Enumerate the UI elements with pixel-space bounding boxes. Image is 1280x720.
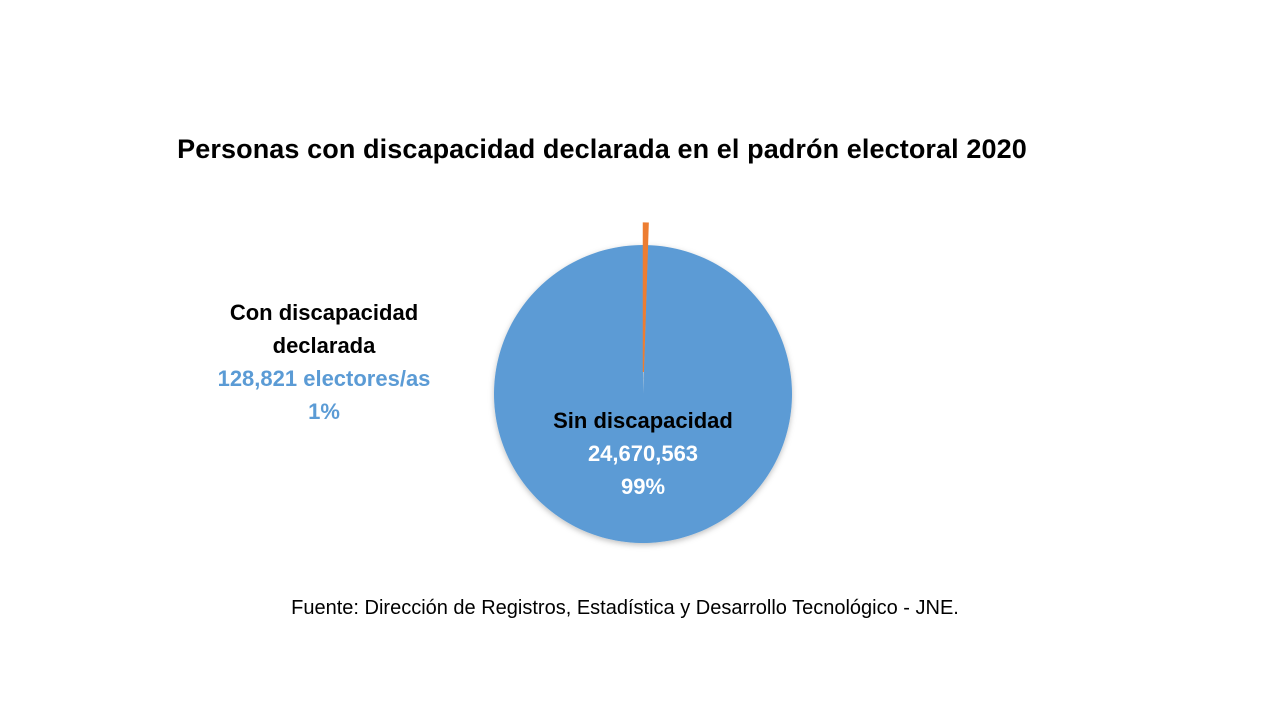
slice-percent-sin-discapacidad: 99%: [620, 474, 666, 499]
slice-name-sin-discapacidad: Sin discapacidad: [553, 408, 733, 433]
pie-slice-sin-discapacidad: [493, 245, 792, 543]
chart-title: Personas con discapacidad declarada en e…: [177, 134, 1027, 164]
source-note: Fuente: Dirección de Registros, Estadíst…: [291, 597, 959, 619]
slice-label-con-discapacidad: Con discapacidad declarada 128,821 elect…: [194, 296, 454, 428]
slice-name-con-discapacidad-line1: Con discapacidad: [229, 300, 419, 325]
pie-slice-con-discapacidad: [642, 222, 649, 373]
slice-name-con-discapacidad-line2: declarada: [272, 333, 376, 358]
slice-value-sin-discapacidad: 24,670,563: [587, 441, 699, 466]
slice-label-sin-discapacidad: Sin discapacidad 24,670,563 99%: [520, 404, 766, 503]
slice-value-con-discapacidad: 128,821 electores/as: [217, 366, 431, 391]
slice-percent-con-discapacidad: 1%: [308, 399, 340, 424]
